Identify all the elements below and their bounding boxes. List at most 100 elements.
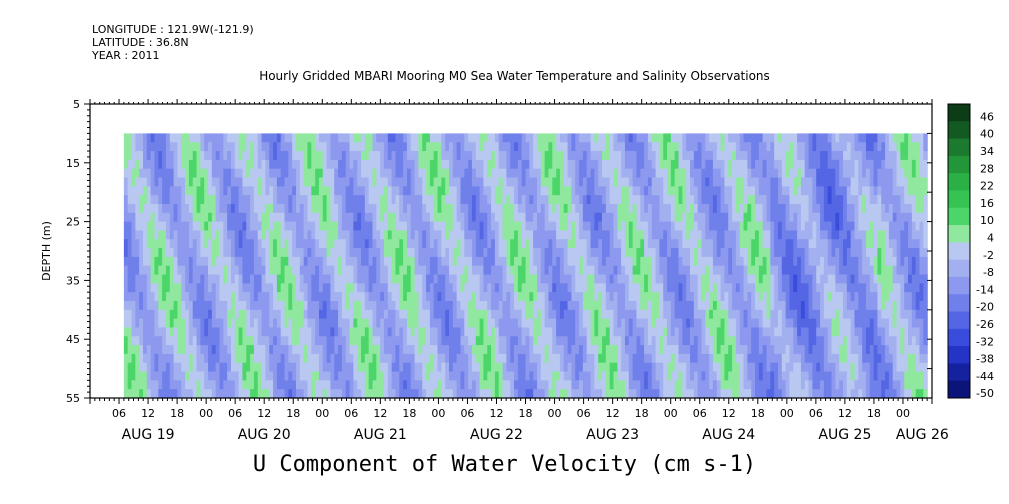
heat-cell xyxy=(361,318,366,329)
heat-cell xyxy=(747,212,752,223)
heat-cell xyxy=(494,371,500,381)
heat-cell xyxy=(613,203,618,214)
heat-cell xyxy=(617,203,622,214)
heat-cell xyxy=(185,168,190,179)
heat-cell xyxy=(139,371,144,381)
heat-cell xyxy=(632,195,638,205)
heat-cell xyxy=(693,230,699,240)
heat-cell xyxy=(261,133,267,143)
heat-cell xyxy=(540,300,546,311)
heat-cell xyxy=(200,186,205,196)
heat-cell xyxy=(406,353,412,364)
heat-cell xyxy=(514,168,519,179)
heat-cell xyxy=(364,353,370,364)
heat-cell xyxy=(498,353,504,364)
heat-cell xyxy=(449,309,454,320)
heat-cell xyxy=(678,177,683,187)
heat-cell xyxy=(674,327,680,337)
heat-cell xyxy=(716,239,722,249)
heat-cell xyxy=(590,345,595,355)
heat-cell xyxy=(747,292,752,302)
heat-cell xyxy=(261,230,267,240)
heat-cell xyxy=(728,362,733,373)
heat-cell xyxy=(732,203,737,214)
heat-cell xyxy=(353,327,358,337)
heat-cell xyxy=(655,309,660,320)
heat-cell xyxy=(242,309,247,320)
heat-cell xyxy=(391,345,397,355)
heat-cell xyxy=(548,203,553,214)
heat-cell xyxy=(697,221,703,232)
heat-cell xyxy=(288,362,293,373)
heat-cell xyxy=(380,318,385,329)
heat-cell xyxy=(682,353,687,364)
heat-cell xyxy=(253,336,259,346)
heat-cell xyxy=(743,195,748,205)
heat-cell xyxy=(162,300,167,311)
heat-cell xyxy=(693,274,699,284)
heat-cell xyxy=(667,133,672,143)
heat-cell xyxy=(514,230,519,240)
heat-cell xyxy=(418,239,423,249)
heat-cell xyxy=(215,362,221,373)
heat-cell xyxy=(502,151,507,161)
heat-cell xyxy=(747,203,752,214)
heat-cell xyxy=(487,203,492,214)
heat-cell xyxy=(471,353,477,364)
heat-cell xyxy=(158,203,163,214)
heat-cell xyxy=(624,353,630,364)
heat-cell xyxy=(682,195,687,205)
heat-cell xyxy=(269,300,274,311)
heat-cell xyxy=(265,318,270,329)
heat-cell xyxy=(640,336,645,346)
heat-cell xyxy=(234,256,240,267)
heat-cell xyxy=(483,318,488,329)
heat-cell xyxy=(433,274,439,284)
heat-cell xyxy=(751,230,756,240)
heat-cell xyxy=(391,371,397,381)
heat-cell xyxy=(433,300,439,311)
heat-cell xyxy=(594,230,599,240)
heat-cell xyxy=(536,133,542,143)
heat-cell xyxy=(192,230,198,240)
heat-cell xyxy=(724,327,729,337)
heat-cell xyxy=(514,327,519,337)
heat-cell xyxy=(647,371,653,381)
heat-cell xyxy=(403,221,408,232)
heat-cell xyxy=(667,300,672,311)
heat-cell xyxy=(250,203,255,214)
heat-cell xyxy=(510,151,515,161)
heat-cell xyxy=(732,300,737,311)
heat-cell xyxy=(288,292,293,302)
heat-cell xyxy=(575,300,580,311)
heat-cell xyxy=(219,256,224,267)
heat-cell xyxy=(227,345,232,355)
heat-cell xyxy=(510,274,515,284)
heat-cell xyxy=(406,239,412,249)
heat-cell xyxy=(299,159,305,170)
heat-cell xyxy=(743,327,748,337)
heat-cell xyxy=(709,345,714,355)
heat-cell xyxy=(674,186,680,196)
heat-cell xyxy=(177,300,182,311)
heat-cell xyxy=(674,212,680,223)
heat-cell xyxy=(556,256,561,267)
heat-cell xyxy=(609,380,615,390)
heat-cell xyxy=(647,380,653,390)
heat-cell xyxy=(544,292,550,302)
heat-cell xyxy=(598,177,603,187)
heat-cell xyxy=(269,256,274,267)
heat-cell xyxy=(410,151,416,161)
heat-cell xyxy=(441,133,446,143)
heat-cell xyxy=(311,151,316,161)
heat-cell xyxy=(211,353,217,364)
heat-cell xyxy=(487,353,492,364)
heat-cell xyxy=(135,159,140,170)
heat-cell xyxy=(441,177,446,187)
heat-cell xyxy=(441,230,446,240)
heat-cell xyxy=(250,168,255,179)
heat-cell xyxy=(674,371,680,381)
heat-cell xyxy=(318,159,324,170)
heat-cell xyxy=(586,336,592,346)
heat-cell xyxy=(670,168,676,179)
